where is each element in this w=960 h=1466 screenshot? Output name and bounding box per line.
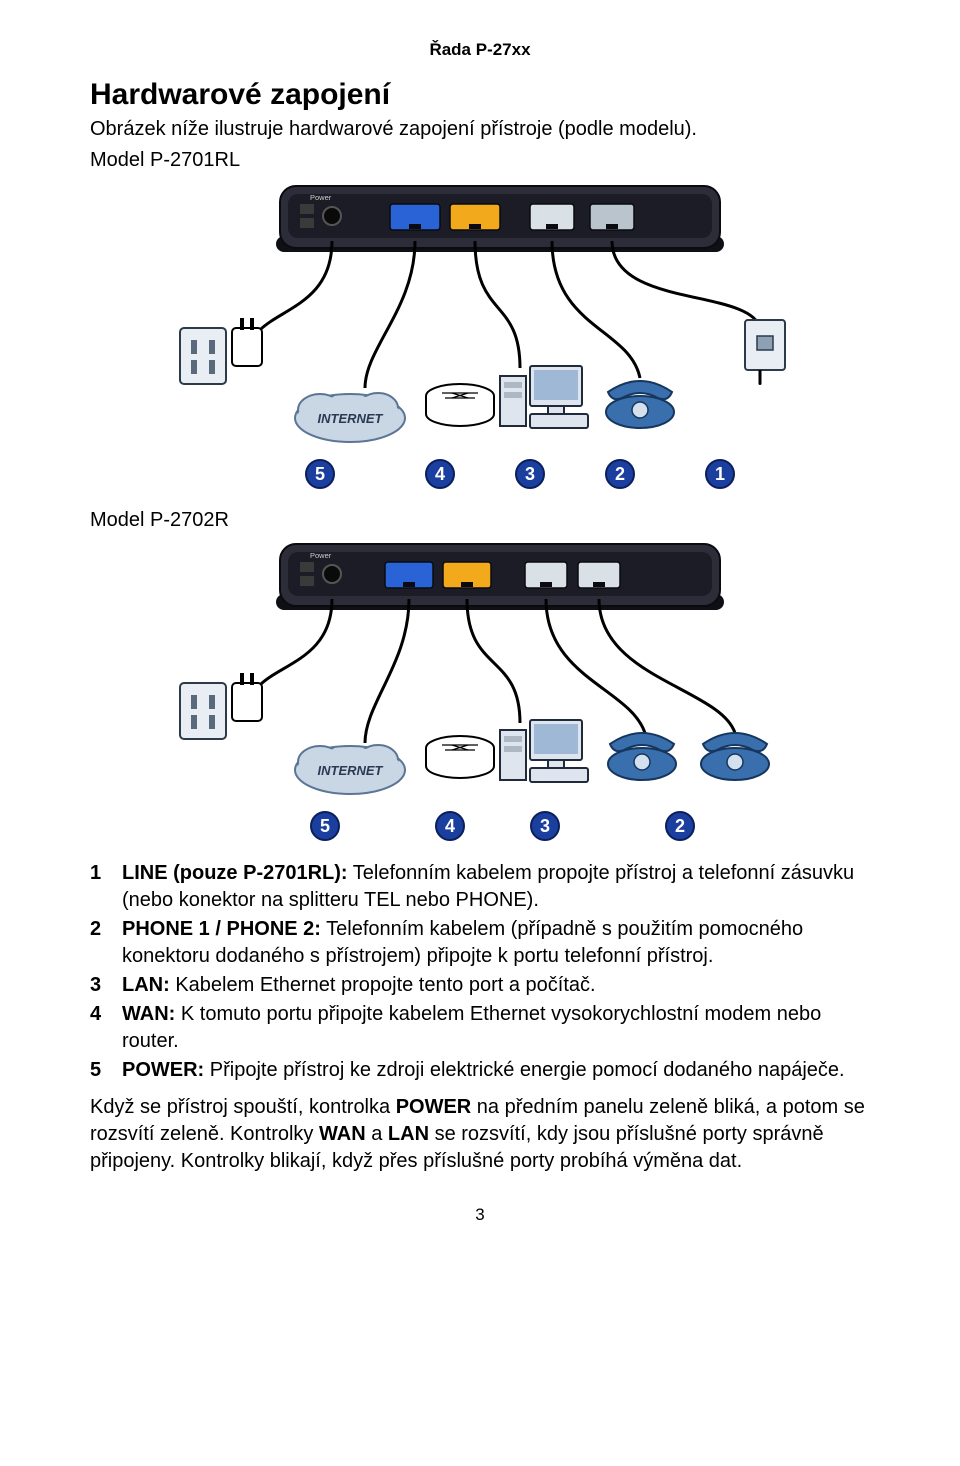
svg-text:3: 3 xyxy=(540,816,550,836)
svg-text:3: 3 xyxy=(525,464,535,484)
svg-text:INTERNET: INTERNET xyxy=(318,763,384,778)
legend-text: LAN: Kabelem Ethernet propojte tento por… xyxy=(122,972,596,999)
legend-list: 1 LINE (pouze P-2701RL): Telefonním kabe… xyxy=(90,860,870,1084)
svg-text:2: 2 xyxy=(615,464,625,484)
legend-item: 1 LINE (pouze P-2701RL): Telefonním kabe… xyxy=(90,860,870,914)
page-number: 3 xyxy=(90,1205,870,1225)
explain-paragraph: Když se přístroj spouští, kontrolka POWE… xyxy=(90,1094,870,1175)
legend-item: 5 POWER: Připojte přístroj ke zdroji ele… xyxy=(90,1057,870,1084)
svg-text:5: 5 xyxy=(320,816,330,836)
intro-text: Obrázek níže ilustruje hardwarové zapoje… xyxy=(90,118,870,141)
legend-num: 2 xyxy=(90,916,122,943)
legend-item: 3 LAN: Kabelem Ethernet propojte tento p… xyxy=(90,972,870,999)
legend-text: PHONE 1 / PHONE 2: Telefonním kabelem (p… xyxy=(122,916,870,970)
legend-num: 4 xyxy=(90,1001,122,1028)
svg-text:2: 2 xyxy=(675,816,685,836)
svg-text:Power: Power xyxy=(310,551,332,560)
model2-label: Model P-2702R xyxy=(90,509,870,532)
legend-item: 2 PHONE 1 / PHONE 2: Telefonním kabelem … xyxy=(90,916,870,970)
legend-text: LINE (pouze P-2701RL): Telefonním kabele… xyxy=(122,860,870,914)
heading-hardware: Hardwarové zapojení xyxy=(90,78,870,112)
legend-num: 3 xyxy=(90,972,122,999)
svg-text:4: 4 xyxy=(435,464,445,484)
legend-text: WAN: K tomuto portu připojte kabelem Eth… xyxy=(122,1001,870,1055)
legend-num: 1 xyxy=(90,860,122,887)
legend-text: POWER: Připojte přístroj ke zdroji elekt… xyxy=(122,1057,845,1084)
svg-text:5: 5 xyxy=(315,464,325,484)
legend-item: 4 WAN: K tomuto portu připojte kabelem E… xyxy=(90,1001,870,1055)
diagram-model2: Power INTERNET xyxy=(90,538,870,848)
svg-text:Power: Power xyxy=(310,193,332,202)
model1-label: Model P-2701RL xyxy=(90,149,870,172)
legend-num: 5 xyxy=(90,1057,122,1084)
svg-text:1: 1 xyxy=(715,464,725,484)
svg-text:INTERNET: INTERNET xyxy=(318,411,384,426)
page-header: Řada P-27xx xyxy=(90,40,870,60)
svg-text:4: 4 xyxy=(445,816,455,836)
diagram-model1: Power INTERNET xyxy=(90,178,870,503)
